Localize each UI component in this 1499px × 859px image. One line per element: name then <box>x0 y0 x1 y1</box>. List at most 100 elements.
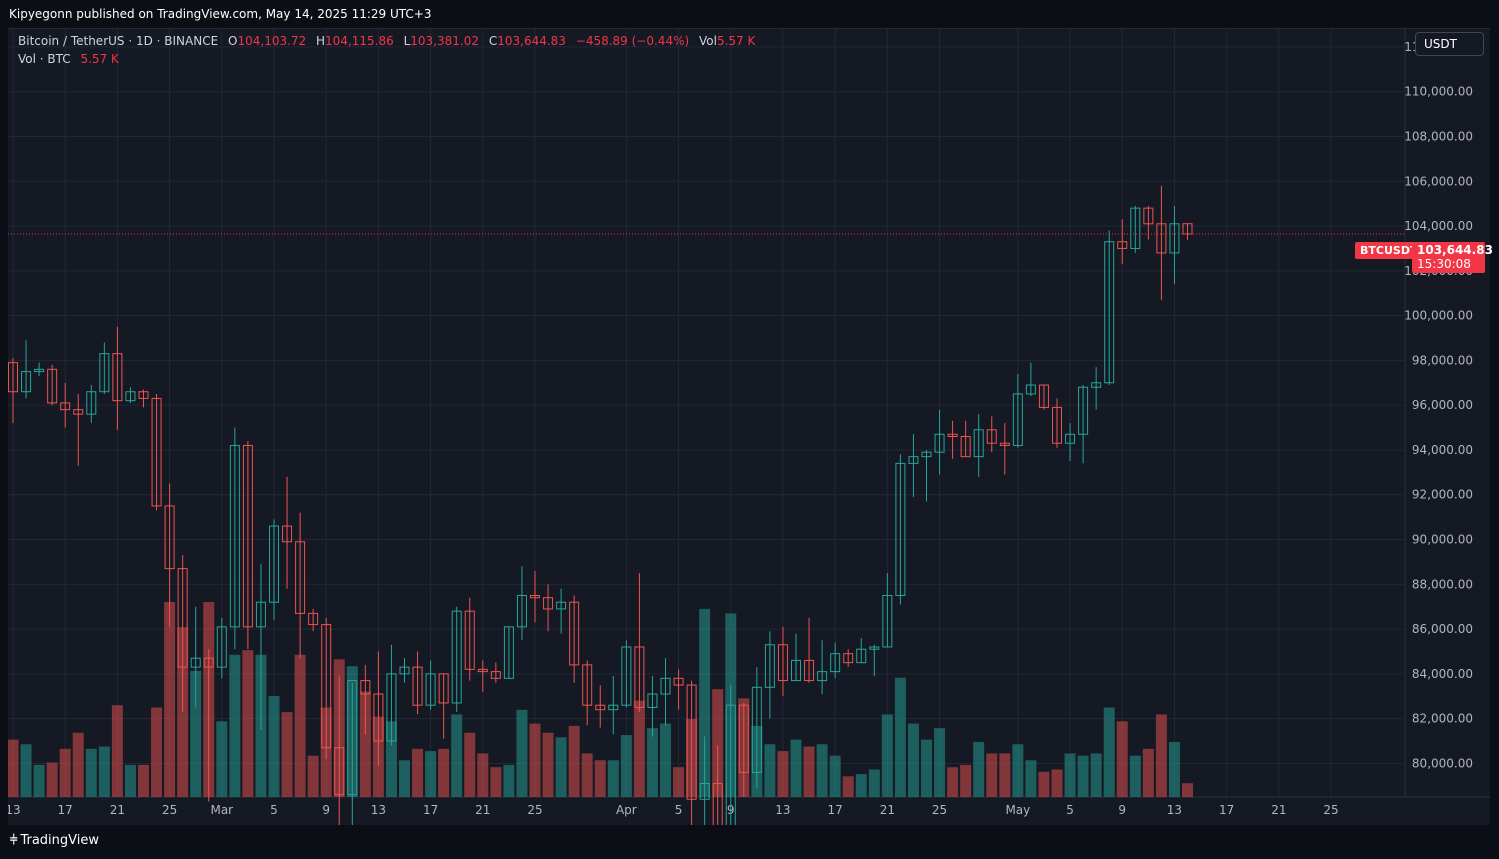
candle-body[interactable] <box>764 644 775 688</box>
candle-body[interactable] <box>804 659 815 682</box>
candle-body[interactable] <box>673 677 684 686</box>
candle-body[interactable] <box>556 601 567 610</box>
candle-body[interactable] <box>882 594 893 648</box>
candle-body[interactable] <box>255 601 266 628</box>
candle-body[interactable] <box>295 541 306 614</box>
candle-body[interactable] <box>399 666 410 675</box>
candle-body[interactable] <box>660 677 671 695</box>
candle-body[interactable] <box>451 610 462 704</box>
candle-body[interactable] <box>712 783 723 825</box>
candle-body[interactable] <box>595 704 606 711</box>
candle-body[interactable] <box>360 680 371 695</box>
candle-body[interactable] <box>817 671 828 682</box>
candle-body[interactable] <box>203 657 214 668</box>
candle-body[interactable] <box>543 597 554 610</box>
candle-body[interactable] <box>151 397 162 507</box>
candle-body[interactable] <box>738 704 749 773</box>
candle-body[interactable] <box>777 644 788 682</box>
candle-body[interactable] <box>647 693 658 708</box>
candle-body[interactable] <box>516 594 527 628</box>
candle-body[interactable] <box>164 505 175 570</box>
candle-body[interactable] <box>530 594 540 599</box>
volume-indicator-title[interactable]: Vol · BTC <box>18 52 71 66</box>
candle-body[interactable] <box>321 624 332 749</box>
tradingview-logo[interactable]: ⫩ TradingView <box>10 833 99 848</box>
candle-body[interactable] <box>960 436 971 458</box>
candle-body[interactable] <box>934 433 945 453</box>
candle-body[interactable] <box>438 673 449 704</box>
candle-body[interactable] <box>908 456 919 464</box>
candle-body[interactable] <box>373 693 384 742</box>
candle-body[interactable] <box>8 362 18 393</box>
candle-body[interactable] <box>608 704 619 711</box>
candle-body[interactable] <box>1025 384 1036 395</box>
candle-body[interactable] <box>1143 207 1154 225</box>
candle-body[interactable] <box>1052 406 1062 444</box>
candle-body[interactable] <box>869 646 880 650</box>
candle-body[interactable] <box>490 671 501 679</box>
candle-body[interactable] <box>177 568 188 668</box>
candle-body[interactable] <box>21 371 32 393</box>
candle-body[interactable] <box>582 664 593 706</box>
symbol-title[interactable]: Bitcoin / TetherUS · 1D · BINANCE <box>18 34 219 48</box>
candle-body[interactable] <box>308 612 319 626</box>
candle-body[interactable] <box>334 747 345 796</box>
candle-body[interactable] <box>621 646 632 706</box>
candlestick-chart[interactable]: 80,000.00 82,000.00 84,000.00 86,000.00 88,0… <box>8 29 1490 825</box>
candle-body[interactable] <box>1104 241 1115 384</box>
candle-body[interactable] <box>1065 433 1076 444</box>
volume-bar <box>242 650 254 797</box>
candle-body[interactable] <box>1130 207 1141 249</box>
candle-body[interactable] <box>751 686 762 773</box>
candle-body[interactable] <box>843 653 854 664</box>
candle-body[interactable] <box>86 391 97 415</box>
candle-body[interactable] <box>60 402 71 411</box>
candle-body[interactable] <box>99 353 110 393</box>
currency-button[interactable]: USDT <box>1415 32 1484 56</box>
candle-body[interactable] <box>1012 393 1023 446</box>
candle-body[interactable] <box>1038 384 1049 408</box>
candle-body[interactable] <box>242 444 253 628</box>
candle-body[interactable] <box>973 429 984 458</box>
candle-body[interactable] <box>464 610 475 670</box>
candle-body[interactable] <box>229 444 240 628</box>
candle-body[interactable] <box>791 659 801 682</box>
candle-body[interactable] <box>725 704 736 825</box>
candle-body[interactable] <box>830 653 841 673</box>
y-tick-label: 90,000.00 <box>1412 533 1473 547</box>
candle-body[interactable] <box>477 668 488 673</box>
candle-body[interactable] <box>425 673 436 706</box>
candle-body[interactable] <box>138 391 149 399</box>
candle-body[interactable] <box>1169 223 1180 254</box>
candle-body[interactable] <box>856 648 867 664</box>
candle-body[interactable] <box>73 409 84 415</box>
candle-body[interactable] <box>986 429 997 444</box>
candle-body[interactable] <box>634 646 645 708</box>
candle-body[interactable] <box>1091 382 1102 388</box>
chart-panel[interactable]: 80,000.00 82,000.00 84,000.00 86,000.00 88,0… <box>8 28 1490 825</box>
candle-body[interactable] <box>412 666 423 706</box>
candle-body[interactable] <box>686 684 697 800</box>
candle-body[interactable] <box>269 525 279 603</box>
candle-body[interactable] <box>921 451 932 458</box>
candle-body[interactable] <box>34 368 45 373</box>
candle-body[interactable] <box>1156 223 1167 254</box>
candle-body[interactable] <box>1078 386 1089 435</box>
candle-body[interactable] <box>47 368 58 404</box>
candle-body[interactable] <box>947 433 958 438</box>
candle-body[interactable] <box>190 657 201 668</box>
candle-body[interactable] <box>125 391 136 402</box>
candle-body[interactable] <box>282 525 293 543</box>
candle-body[interactable] <box>569 601 580 666</box>
candle-body[interactable] <box>503 626 514 679</box>
candle-body[interactable] <box>895 462 906 596</box>
volume-bar <box>568 725 580 797</box>
candle-body[interactable] <box>999 442 1010 446</box>
candle-body[interactable] <box>347 680 358 796</box>
candle-body[interactable] <box>386 673 397 742</box>
candle-body[interactable] <box>699 783 710 800</box>
candle-body[interactable] <box>1117 241 1128 249</box>
candle-body[interactable] <box>216 626 227 668</box>
x-tick-label: 13 <box>1167 803 1182 817</box>
candle-body[interactable] <box>112 353 123 402</box>
